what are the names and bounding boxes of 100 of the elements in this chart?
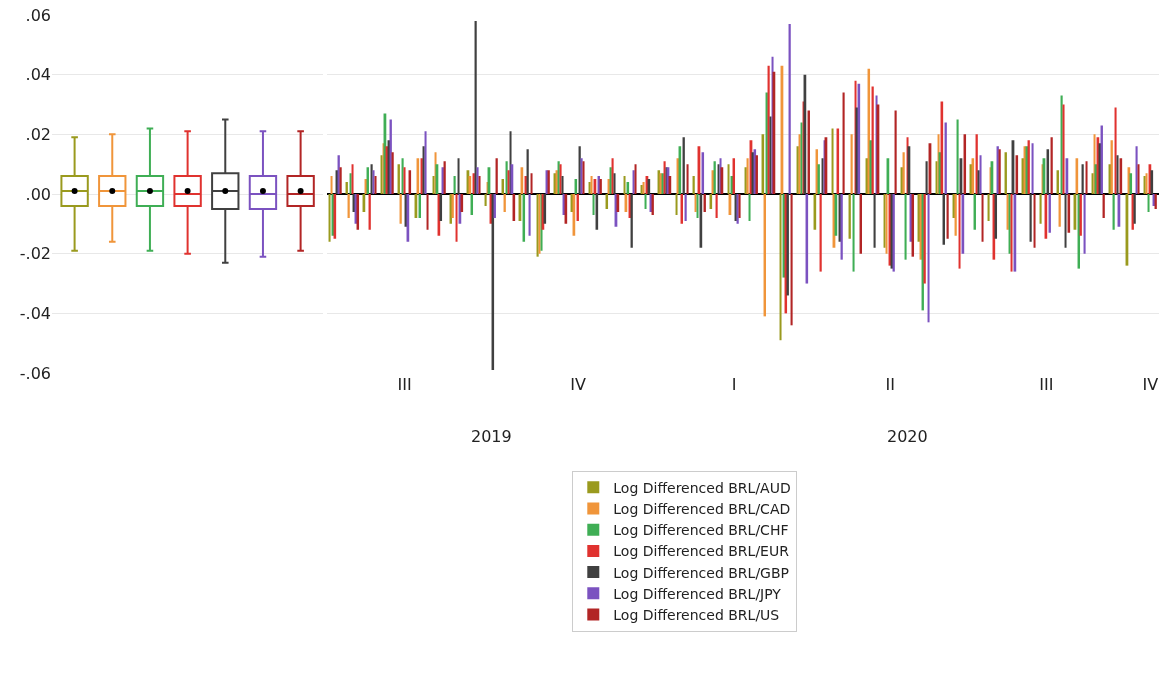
bar <box>675 194 678 215</box>
bar <box>528 194 531 236</box>
bar <box>1083 194 1086 254</box>
bar <box>831 128 834 195</box>
y-tick-label: .06 <box>25 5 51 25</box>
bar <box>1112 194 1115 230</box>
bar <box>954 194 957 236</box>
bar <box>717 164 720 195</box>
bar <box>507 170 510 195</box>
x-tick-label: III <box>397 375 412 395</box>
bar <box>925 161 928 195</box>
bar <box>1091 173 1094 195</box>
bar <box>883 194 886 248</box>
bar <box>505 161 508 195</box>
bar <box>1081 164 1084 195</box>
bar <box>684 194 687 221</box>
bar <box>1064 194 1067 248</box>
legend-label: Log Differenced BRL/JPY <box>613 585 782 602</box>
legend-label: Log Differenced BRL/AUD <box>613 479 791 496</box>
bar <box>432 176 435 195</box>
bar <box>1135 146 1138 195</box>
bar <box>370 164 373 195</box>
bar <box>476 167 479 195</box>
text: 2019 <box>471 427 512 446</box>
bar <box>484 194 487 206</box>
bar <box>956 119 959 195</box>
legend-label: Log Differenced BRL/CHF <box>613 522 789 539</box>
x-tick-label: III <box>1039 375 1054 395</box>
bar <box>1031 143 1034 195</box>
legend-label: Log Differenced BRL/US <box>613 606 780 623</box>
bar <box>798 134 801 195</box>
bar <box>1060 95 1063 195</box>
bar <box>372 170 375 195</box>
legend-label: Log Differenced BRL/EUR <box>613 543 790 560</box>
bar <box>842 92 845 195</box>
text: 2020 <box>887 427 928 446</box>
x-tick-label: IV <box>570 375 586 395</box>
bar <box>748 194 751 221</box>
legend-label: Log Differenced BRL/GBP <box>613 564 790 581</box>
bar <box>399 194 402 224</box>
x-tick-label: II <box>885 375 895 395</box>
bar <box>526 149 529 195</box>
bar <box>821 158 824 195</box>
bar <box>1133 194 1136 224</box>
bar <box>958 194 961 269</box>
bar <box>927 194 930 323</box>
bar <box>694 194 697 212</box>
bar <box>530 173 533 195</box>
bar <box>885 194 888 254</box>
bar <box>590 176 593 195</box>
y-tick-label: -.06 <box>19 363 51 383</box>
bar <box>592 194 595 215</box>
bar <box>1137 164 1140 195</box>
bar <box>1147 194 1150 212</box>
bar <box>588 182 591 195</box>
bar <box>935 161 938 195</box>
bar <box>453 176 456 195</box>
bar <box>852 194 855 272</box>
bar <box>979 155 982 195</box>
bar <box>1116 155 1119 195</box>
bar <box>611 158 614 195</box>
bar <box>769 116 772 195</box>
bar <box>904 194 907 260</box>
bar <box>977 170 980 195</box>
bar <box>347 194 350 218</box>
bar <box>349 173 352 195</box>
bar <box>403 167 406 195</box>
bar <box>686 164 689 195</box>
bar <box>632 170 635 195</box>
bar <box>727 164 730 195</box>
bar <box>426 194 429 230</box>
bar <box>339 167 342 195</box>
bar <box>424 131 427 195</box>
bar <box>788 23 791 195</box>
bar <box>1062 104 1065 195</box>
y-tick-label: .02 <box>25 124 51 144</box>
bar <box>1085 161 1088 195</box>
bar <box>644 194 647 209</box>
bar <box>443 161 446 195</box>
bar <box>987 194 990 221</box>
bar <box>663 161 666 195</box>
bar <box>902 152 905 195</box>
bar <box>692 176 695 195</box>
y-tick-label: .00 <box>25 184 51 204</box>
bar <box>623 176 626 195</box>
bar <box>1029 194 1032 242</box>
bar <box>380 155 383 195</box>
y-tick-label: -.02 <box>19 244 51 264</box>
bar <box>1039 194 1042 224</box>
bar <box>457 158 460 195</box>
bar <box>894 110 897 195</box>
bar <box>561 176 564 195</box>
bar <box>1033 194 1036 248</box>
bar <box>696 194 699 218</box>
bar <box>1114 107 1117 195</box>
bar <box>455 194 458 242</box>
bar <box>634 164 637 195</box>
bar <box>850 134 853 195</box>
bar <box>738 194 741 218</box>
bar <box>609 167 612 195</box>
